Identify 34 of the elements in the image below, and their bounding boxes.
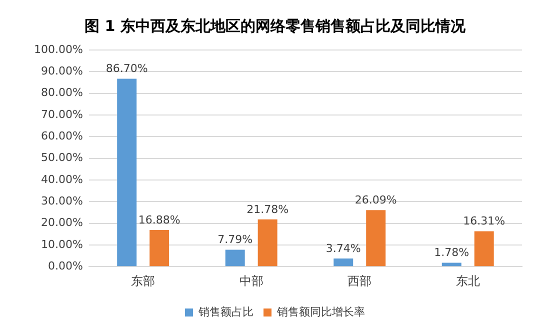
y-tick-label: 30.00% <box>40 194 83 208</box>
bar <box>366 210 386 266</box>
x-tick-label: 中部 <box>239 274 264 288</box>
data-label: 86.70% <box>106 62 148 76</box>
y-tick-label: 10.00% <box>40 238 83 251</box>
x-tick-label: 东北 <box>456 274 480 288</box>
y-tick-label: 70.00% <box>40 108 83 121</box>
bar <box>442 262 462 266</box>
y-tick-label: 90.00% <box>40 64 83 78</box>
bar <box>474 231 494 266</box>
legend-label: 销售额同比增长率 <box>276 305 365 318</box>
data-label: 1.78% <box>434 246 470 260</box>
bar <box>150 230 170 266</box>
y-tick-label: 80.00% <box>40 86 83 100</box>
y-tick-label: 40.00% <box>40 172 83 186</box>
y-tick-label: 60.00% <box>40 130 83 142</box>
chart-title: 图 1 东中西及东北地区的网络零售销售额占比及同比情况 <box>84 16 466 35</box>
data-label: 21.78% <box>246 202 289 216</box>
legend-label: 销售额占比 <box>198 305 254 318</box>
data-label: 26.09% <box>354 193 397 206</box>
x-tick-label: 东部 <box>131 274 156 288</box>
data-label: 16.31% <box>463 214 506 228</box>
y-tick-label: 20.00% <box>40 216 83 230</box>
bar <box>225 250 245 266</box>
bar <box>334 258 354 266</box>
x-tick-label: 西部 <box>348 274 372 288</box>
y-tick-label: 0.00% <box>48 259 83 272</box>
bar <box>117 78 137 266</box>
data-label: 7.79% <box>218 233 253 246</box>
bar <box>258 219 278 266</box>
data-label: 16.88% <box>138 213 180 226</box>
y-tick-label: 50.00% <box>40 151 83 164</box>
y-tick-label: 100.00% <box>34 42 83 56</box>
data-label: 3.74% <box>326 242 361 255</box>
